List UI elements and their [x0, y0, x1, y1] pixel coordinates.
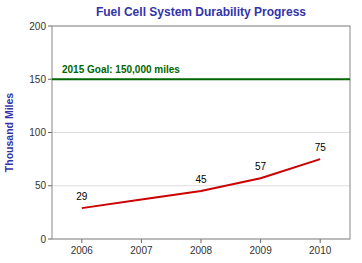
grid-line [52, 132, 350, 133]
x-tick-label: 2010 [309, 245, 332, 256]
x-tick [320, 239, 321, 243]
goal-line [52, 78, 350, 80]
x-tick [81, 239, 82, 243]
x-tick [201, 239, 202, 243]
chart: 0 50 100 150 200 2006 2007 2008 2009 2010 2015 Goa… [0, 0, 362, 263]
plot-frame [52, 26, 350, 239]
y-tick-label: 100 [29, 127, 46, 138]
y-tick-label: 0 [40, 234, 46, 245]
x-tick-label: 2008 [190, 245, 213, 256]
y-tick-label: 50 [35, 180, 47, 191]
x-tick [260, 239, 261, 243]
x-tick-label: 2006 [71, 245, 94, 256]
goal-label: 2015 Goal: 150,000 miles [62, 64, 180, 75]
y-tick [48, 185, 52, 186]
y-tick [48, 132, 52, 133]
x-tick [141, 239, 142, 243]
x-tick-label: 2007 [130, 245, 153, 256]
data-label: 29 [76, 191, 88, 202]
y-tick-label: 150 [29, 74, 46, 85]
y-tick [48, 26, 52, 27]
y-tick [48, 79, 52, 80]
plot-area [52, 79, 350, 208]
y-tick-label: 200 [29, 21, 46, 32]
title: Fuel Cell System Durability Progress [96, 5, 306, 19]
grid-line [52, 79, 350, 80]
data-label: 57 [255, 161, 267, 172]
x-tick-label: 2009 [249, 245, 272, 256]
data-line [82, 159, 320, 208]
data-label: 75 [315, 142, 327, 153]
grid-line [52, 185, 350, 186]
y-tick [48, 239, 52, 240]
data-label: 45 [195, 174, 207, 185]
y-axis-label: Thousand Miles [3, 93, 15, 173]
